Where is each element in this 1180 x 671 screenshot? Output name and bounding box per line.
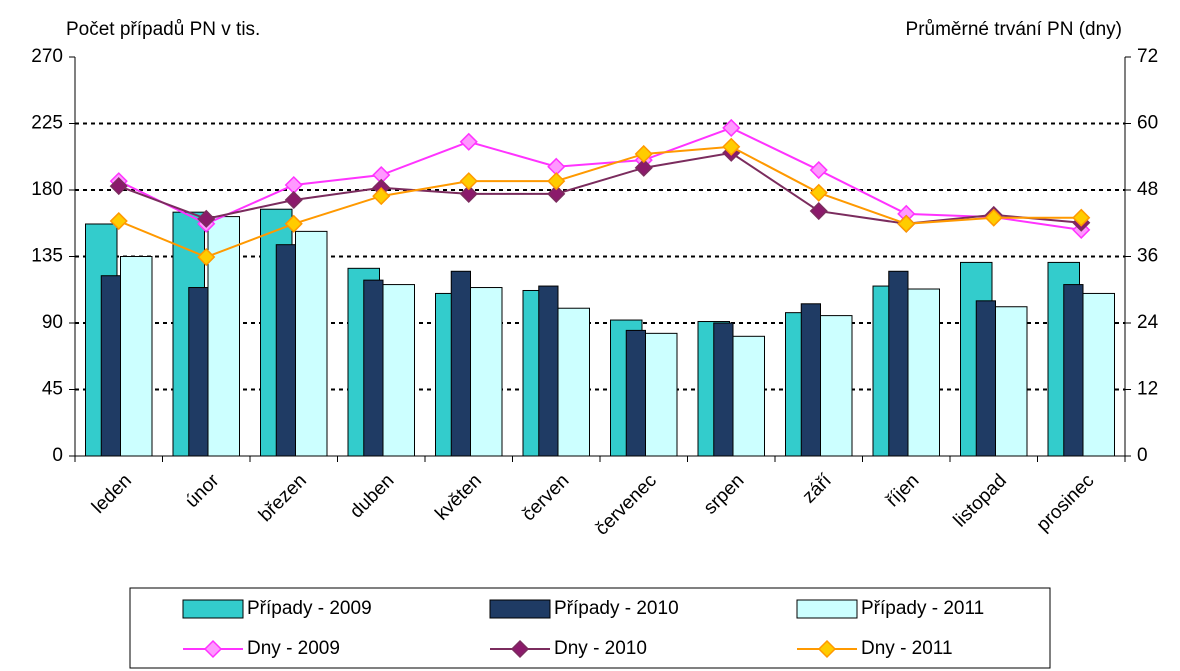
bar bbox=[975, 300, 996, 457]
x-tick-label: červenec bbox=[591, 470, 660, 539]
marker bbox=[634, 144, 653, 164]
bar bbox=[995, 306, 1028, 457]
y-tick-label: 225 bbox=[31, 113, 63, 134]
marker bbox=[897, 214, 916, 233]
legend-swatch bbox=[796, 599, 858, 619]
legend-label: Dny - 2009 bbox=[247, 638, 340, 659]
marker bbox=[809, 183, 828, 202]
bar bbox=[295, 230, 328, 457]
y-tick-label: 0 bbox=[52, 445, 63, 466]
line bbox=[118, 126, 1082, 231]
bar bbox=[732, 335, 765, 457]
bar bbox=[888, 270, 909, 457]
marker bbox=[809, 201, 828, 221]
y2-tick-label: 48 bbox=[1137, 179, 1158, 200]
bar bbox=[557, 307, 590, 457]
legend-label: Případy - 2009 bbox=[247, 598, 372, 619]
legend-label: Dny - 2010 bbox=[554, 638, 647, 659]
x-tick-label: únor bbox=[182, 470, 224, 512]
bar bbox=[800, 303, 821, 457]
marker bbox=[722, 118, 741, 137]
bar bbox=[450, 270, 471, 457]
marker bbox=[547, 172, 566, 191]
legend-marker bbox=[817, 639, 837, 659]
marker bbox=[372, 187, 391, 206]
legend-marker bbox=[510, 639, 530, 659]
legend-swatch bbox=[182, 599, 244, 619]
marker bbox=[459, 172, 478, 191]
x-tick-label: červen bbox=[518, 470, 573, 525]
y2-tick-label: 72 bbox=[1137, 46, 1158, 67]
marker bbox=[197, 209, 216, 228]
marker bbox=[1072, 208, 1091, 227]
x-tick-label: březen bbox=[255, 470, 311, 526]
legend-swatch bbox=[489, 599, 551, 619]
legend-label: Dny - 2011 bbox=[861, 638, 953, 659]
legend-marker bbox=[203, 639, 223, 659]
bar bbox=[470, 287, 503, 457]
bar bbox=[188, 287, 209, 457]
bar bbox=[907, 288, 940, 457]
bar bbox=[538, 285, 559, 457]
y-tick-label: 45 bbox=[42, 379, 63, 400]
bar bbox=[645, 332, 678, 457]
marker bbox=[284, 190, 303, 210]
marker bbox=[634, 158, 653, 177]
marker bbox=[459, 184, 478, 203]
y-tick-label: 135 bbox=[31, 246, 63, 267]
bar bbox=[363, 279, 384, 457]
x-tick-label: srpen bbox=[700, 470, 748, 518]
marker bbox=[284, 214, 303, 233]
x-tick-label: září bbox=[799, 470, 837, 508]
x-tick-label: prosinec bbox=[1033, 470, 1099, 536]
marker bbox=[109, 211, 128, 231]
marker bbox=[109, 177, 128, 196]
bar bbox=[207, 216, 240, 457]
y2-tick-label: 60 bbox=[1137, 113, 1158, 134]
bar bbox=[275, 244, 296, 457]
marker bbox=[722, 137, 741, 156]
y2-tick-label: 12 bbox=[1137, 379, 1158, 400]
bar bbox=[120, 256, 153, 457]
y2-axis-title: Průměrné trvání PN (dny) bbox=[906, 19, 1122, 40]
bar bbox=[1063, 284, 1084, 457]
x-tick-label: říjen bbox=[882, 470, 923, 511]
line bbox=[118, 145, 1082, 259]
x-tick-label: květen bbox=[431, 470, 485, 524]
marker bbox=[809, 160, 828, 180]
x-tick-label: listopad bbox=[950, 470, 1011, 531]
bar bbox=[713, 322, 734, 457]
bar bbox=[100, 275, 121, 457]
bar bbox=[820, 315, 853, 457]
y-tick-label: 180 bbox=[31, 179, 63, 200]
y-tick-label: 90 bbox=[42, 312, 63, 333]
legend-box bbox=[129, 587, 1051, 669]
bar bbox=[625, 329, 646, 457]
y2-tick-label: 36 bbox=[1137, 246, 1158, 267]
y-axis-title: Počet případů PN v tis. bbox=[66, 19, 260, 40]
marker bbox=[459, 132, 478, 151]
marker bbox=[984, 208, 1003, 227]
bar bbox=[382, 284, 415, 457]
x-tick-label: leden bbox=[88, 470, 136, 518]
y2-tick-label: 0 bbox=[1137, 445, 1148, 466]
marker bbox=[197, 247, 216, 267]
legend-label: Případy - 2011 bbox=[861, 598, 984, 619]
y2-tick-label: 24 bbox=[1137, 312, 1159, 333]
legend-label: Případy - 2010 bbox=[554, 598, 679, 619]
y-tick-label: 270 bbox=[31, 46, 63, 67]
bar bbox=[1082, 292, 1115, 457]
x-tick-label: duben bbox=[346, 470, 398, 522]
marker bbox=[547, 184, 566, 203]
